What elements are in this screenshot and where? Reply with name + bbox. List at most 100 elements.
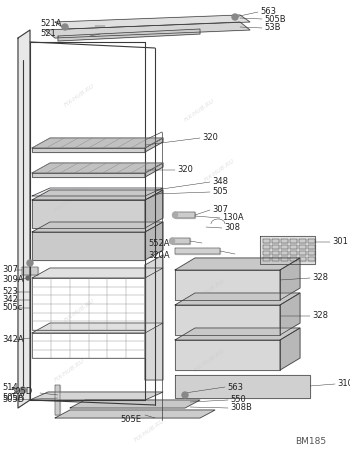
Text: FIX-HUB.RU: FIX-HUB.RU [64,297,96,322]
Polygon shape [281,251,288,255]
Text: 552A: 552A [148,239,169,248]
Polygon shape [299,239,306,243]
Circle shape [182,392,188,398]
Polygon shape [299,257,306,261]
Polygon shape [281,245,288,249]
Text: FIX-HUB.RU: FIX-HUB.RU [194,278,226,302]
Polygon shape [290,257,297,261]
Text: 328: 328 [312,311,328,320]
Circle shape [26,276,30,280]
Polygon shape [308,245,315,249]
Polygon shape [145,190,163,228]
Text: 310: 310 [337,379,350,388]
Polygon shape [175,340,280,370]
Text: 53B: 53B [264,23,280,32]
Polygon shape [263,257,270,261]
Polygon shape [299,245,306,249]
Text: 308B: 308B [230,404,252,413]
Polygon shape [55,385,60,415]
Text: FIX-HUB.RU: FIX-HUB.RU [134,418,166,442]
Ellipse shape [173,212,177,218]
Text: 521A: 521A [40,19,62,28]
Circle shape [232,14,238,20]
Text: FIX-HUB.RU: FIX-HUB.RU [204,158,236,182]
Polygon shape [18,30,30,408]
Text: FIX-HUB.RU: FIX-HUB.RU [54,358,86,382]
Polygon shape [32,188,163,196]
Polygon shape [55,410,215,418]
Polygon shape [263,245,270,249]
Polygon shape [145,255,163,380]
Text: 505D: 505D [10,387,32,396]
Polygon shape [175,375,310,398]
Polygon shape [281,257,288,261]
Polygon shape [175,212,195,218]
Text: 523: 523 [2,288,18,297]
Polygon shape [145,138,163,152]
Text: 505c: 505c [2,303,22,312]
Circle shape [62,24,68,30]
Polygon shape [175,248,220,254]
Polygon shape [32,200,145,228]
Polygon shape [32,222,163,232]
Text: 307: 307 [212,206,228,215]
Polygon shape [45,22,250,38]
Polygon shape [32,163,163,173]
Polygon shape [70,400,200,408]
Text: 328: 328 [312,274,328,283]
Polygon shape [172,238,190,244]
Text: 505E: 505E [120,415,141,424]
Text: 563: 563 [227,382,243,392]
Polygon shape [290,251,297,255]
Polygon shape [308,239,315,243]
Polygon shape [145,222,163,260]
Text: 550: 550 [230,396,246,405]
Polygon shape [263,239,270,243]
Text: 563: 563 [260,8,276,17]
Polygon shape [308,257,315,261]
Ellipse shape [169,238,175,244]
Polygon shape [58,29,200,41]
Polygon shape [32,232,145,260]
Text: 307: 307 [2,265,18,274]
Text: 301: 301 [332,238,348,247]
Text: 342A: 342A [2,336,24,345]
Polygon shape [308,251,315,255]
Polygon shape [145,163,163,177]
Circle shape [20,387,26,393]
Polygon shape [175,305,280,335]
Polygon shape [32,323,163,333]
Polygon shape [272,245,279,249]
Text: 130A: 130A [222,213,244,222]
Polygon shape [175,270,280,300]
Polygon shape [290,245,297,249]
Polygon shape [32,268,163,278]
Text: 505D: 505D [2,396,24,405]
Polygon shape [175,293,300,305]
Text: FIX-HUB.RU: FIX-HUB.RU [184,98,216,122]
Polygon shape [280,293,300,335]
Text: 308: 308 [224,224,240,233]
Polygon shape [272,239,279,243]
Polygon shape [32,173,145,177]
Polygon shape [32,138,163,148]
Polygon shape [175,328,300,340]
Text: FIX-HUB.RU: FIX-HUB.RU [54,188,86,212]
Polygon shape [30,392,163,400]
Text: 505A: 505A [2,393,23,402]
Polygon shape [32,148,145,152]
Text: 309A: 309A [2,275,24,284]
Polygon shape [272,251,279,255]
Text: 505B: 505B [264,14,286,23]
Polygon shape [281,239,288,243]
Polygon shape [55,15,250,29]
Text: 348: 348 [212,177,228,186]
Text: 320A: 320A [148,252,170,261]
Polygon shape [299,251,306,255]
Polygon shape [290,239,297,243]
Text: 320: 320 [202,134,218,143]
Text: FIX-HUB.RU: FIX-HUB.RU [64,83,96,108]
Polygon shape [260,236,315,264]
Polygon shape [175,258,300,270]
Text: 514: 514 [2,383,18,392]
